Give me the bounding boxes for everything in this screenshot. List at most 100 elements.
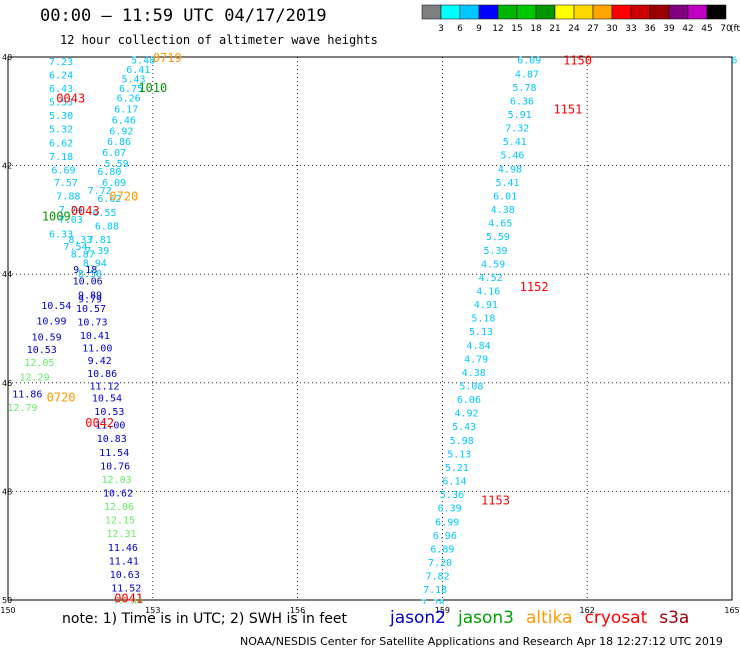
colorbar-tick-label: 9 <box>476 24 482 34</box>
swh-value-label-cryosat: 5.59 <box>486 232 510 243</box>
swh-value-label-jason2: 10.63 <box>110 570 140 581</box>
swh-value-label-cryosat: 5.39 <box>483 246 507 257</box>
swh-value-label-altika: 6.88 <box>95 221 119 232</box>
swh-value-label-cryosat: 5.13 <box>469 327 493 338</box>
x-tick-label: 150 <box>0 606 15 615</box>
swh-value-label-cryosat: 4.92 <box>454 409 478 420</box>
swh-value-label-cryosat: 5.41 <box>496 178 520 189</box>
time-label: 0043 <box>56 92 85 106</box>
footer-credit: NOAA/NESDIS Center for Satellite Applica… <box>240 635 723 648</box>
swh-value-label-jason2: 10.73 <box>77 317 107 328</box>
colorbar-tick-label: 12 <box>492 24 503 34</box>
time-label: 0719 <box>153 51 182 65</box>
swh-value-label-jason2: 10.53 <box>94 407 124 418</box>
swh-value-label-jason2: 5.53 <box>49 98 73 109</box>
swh-value-label-jason2: 6.43 <box>49 84 73 95</box>
swh-value-label-altika: 6.09 <box>102 178 126 189</box>
time-label: 0720 <box>47 390 76 404</box>
colorbar-tick-label: 45 <box>701 24 712 34</box>
y-tick-label: 42 <box>2 162 12 171</box>
y-tick-label: 40 <box>2 53 12 62</box>
legend-entry-s3a: s3a <box>659 608 690 628</box>
y-tick-label: 48 <box>2 487 12 496</box>
swh-value-label-jason2: 8.87 <box>71 250 95 261</box>
swh-value-label-cryosat: 4.59 <box>481 259 505 270</box>
swh-value-label-cryosat: 6.01 <box>493 191 517 202</box>
swh-value-label-jason2: 7.18 <box>49 152 73 163</box>
time-label: 1009 <box>42 210 71 224</box>
colorbar-tick-label: 39 <box>663 24 675 34</box>
swh-value-label-cryosat: 4.84 <box>467 341 491 352</box>
swh-value-label-cryosat: 7.32 <box>505 124 529 135</box>
swh-value-label-jason3: 10.99 <box>36 316 66 327</box>
time-label: 1151 <box>553 103 582 117</box>
swh-value-label-jason2: 11.54 <box>99 448 129 459</box>
swh-value-label-cryosat: 6.39 <box>438 504 462 515</box>
legend-entry-jason3: jason3 <box>458 608 514 628</box>
swh-value-label-jason3: 7.03 <box>59 215 83 226</box>
swh-value-label-cryosat: 5.21 <box>445 463 469 474</box>
colorbar-tick-label: 27 <box>587 24 598 34</box>
colorbar-tick-label: 6 <box>457 24 463 34</box>
swh-value-label-jason2: 11.12 <box>89 382 119 393</box>
swh-value-label-altika: 9.79 <box>78 295 102 306</box>
swh-value-label-cryosat: 4.87 <box>515 69 539 80</box>
time-label: 1153 <box>481 494 510 508</box>
swh-value-label-jason2: 9.18 <box>73 265 97 276</box>
swh-value-label-jason3: 6.33 <box>49 229 73 240</box>
swh-value-label-altika: 6.80 <box>97 167 121 178</box>
swh-value-label-cryosat: 4.38 <box>491 205 515 216</box>
x-tick-label: 159 <box>435 606 450 615</box>
y-tick-label: 50 <box>2 596 12 605</box>
y-tick-label: 46 <box>2 379 12 388</box>
swh-value-label-cryosat: 5.91 <box>508 110 532 121</box>
swh-value-label-cryosat: 5.36 <box>440 490 464 501</box>
swh-value-label-cryosat: 4.79 <box>464 354 488 365</box>
swh-value-label-altika: 6.07 <box>102 148 126 159</box>
swh-value-label-altika: 8.50 <box>78 269 102 280</box>
swh-value-label-cryosat: 7.20 <box>428 558 452 569</box>
x-tick-label: 153 <box>145 606 160 615</box>
swh-value-label-jason2: 8.33 <box>68 235 92 246</box>
swh-value-label-altika: 7.39 <box>85 246 109 257</box>
swh-value-label-altika: 5.48 <box>131 56 155 67</box>
swh-value-label-cryosat: 5.98 <box>450 436 474 447</box>
swh-value-label-jason3: 7.54 <box>64 242 88 253</box>
swh-value-label-altika: 6.26 <box>117 94 141 105</box>
legend-entry-altika: altika <box>526 608 573 628</box>
plot-frame <box>7 56 733 601</box>
swh-value-label-jason2: 6.62 <box>49 138 73 149</box>
swh-value-label-cryosat: 6.89 <box>430 544 454 555</box>
swh-value-label-cryosat: 6.14 <box>442 477 466 488</box>
swh-value-label-jason3: 10.53 <box>27 345 57 356</box>
swh-value-label-jason2: 10.76 <box>100 461 130 472</box>
swh-value-label-cryosat: 4.91 <box>474 300 498 311</box>
swh-value-label-cryosat: 6.36 <box>510 96 534 107</box>
swh-value-label-altika: 6.62 <box>97 194 121 205</box>
swh-value-label-jason2: 12.31 <box>106 529 136 540</box>
swh-value-label-jason2: 5.30 <box>49 111 73 122</box>
swh-value-label-jason2: 11.52 <box>111 584 141 595</box>
swh-value-label-jason2: 5.32 <box>49 125 73 136</box>
y-tick-label: 44 <box>2 270 12 279</box>
swh-value-label-cryosat: 4.52 <box>479 273 503 284</box>
time-label: 1150 <box>563 54 592 68</box>
swh-value-label-altika: 6.41 <box>126 65 150 76</box>
swh-value-label-altika: 6.46 <box>112 115 136 126</box>
chart-title: 00:00 – 11:59 UTC 04/17/2019 <box>40 6 327 26</box>
swh-value-label-jason2: 10.54 <box>92 393 122 404</box>
colorbar-tick-label: 36 <box>644 24 656 34</box>
swh-value-label-cryosat: 5.41 <box>503 137 527 148</box>
swh-value-label-jason2: 12.03 <box>102 475 132 486</box>
swh-value-label-altika: 7.81 <box>88 235 112 246</box>
swh-value-label-cryosat: 7.82 <box>426 572 450 583</box>
swh-value-label-jason2: 12.06 <box>104 502 134 513</box>
swh-value-label-jason2: 11.00 <box>95 421 125 432</box>
swh-value-label-jason2: 12.04 <box>113 597 143 608</box>
colorbar-tick-label: 21 <box>549 24 560 34</box>
edge-value-label: 6 <box>731 56 737 67</box>
swh-value-label-cryosat: 4.16 <box>476 286 500 297</box>
chart-subtitle: 12 hour collection of altimeter wave hei… <box>60 33 378 47</box>
swh-value-label-jason3: 10.54 <box>41 301 71 312</box>
